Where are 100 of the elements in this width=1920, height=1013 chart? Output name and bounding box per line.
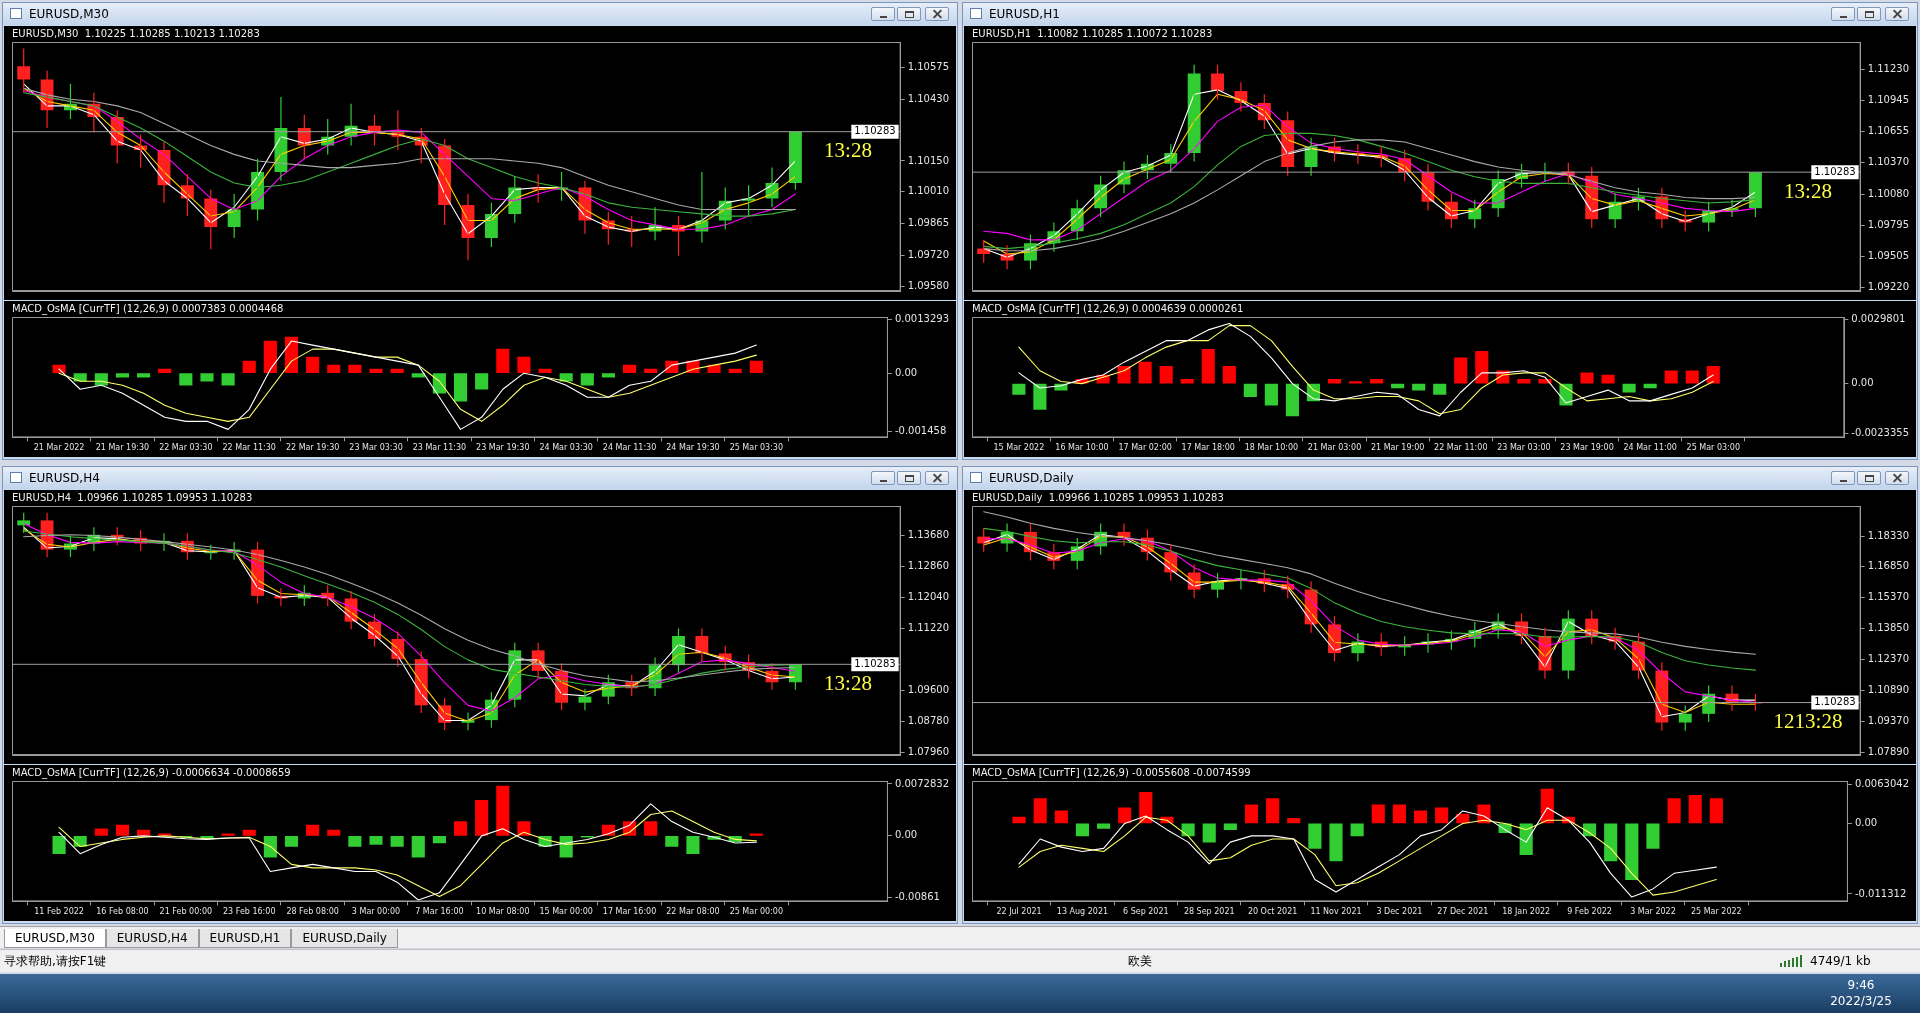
text: 寻求帮助,请按F1键 — [4, 953, 107, 970]
y-tick-label: 1.07890 — [1867, 745, 1910, 757]
chart-subtitle: EURUSD,H4 1.09966 1.10285 1.09953 1.10283 — [12, 492, 253, 503]
x-tick-label: 22 Mar 11:30 — [222, 443, 276, 453]
x-tick-label: 9 Feb 2022 — [1567, 907, 1612, 917]
x-tick-label: 23 Mar 19:30 — [476, 443, 530, 453]
y-tick-label: 1.10655 — [1867, 125, 1910, 137]
x-tick-label: 15 Mar 00:00 — [539, 907, 593, 917]
x-tick-label: 24 Mar 03:30 — [539, 443, 593, 453]
text: EURUSD,H1 — [198, 929, 292, 948]
y-tick-label: 1.09370 — [1867, 715, 1910, 727]
chart-subtitle: EURUSD,M30 1.10225 1.10285 1.10213 1.10283 — [12, 28, 260, 39]
y-tick-label: 1.08780 — [907, 714, 950, 726]
x-tick-label: 23 Mar 19:00 — [1560, 443, 1614, 453]
text: EURUSD,M30 — [4, 929, 106, 948]
x-tick-label: 11 Feb 2022 — [34, 907, 84, 917]
x-tick-label: 10 Mar 08:00 — [476, 907, 530, 917]
x-tick-label: 16 Mar 10:00 — [1055, 443, 1109, 453]
y-tick-label: 1.15370 — [1867, 590, 1910, 602]
chart-title: MACD_OsMA [CurrTF] (12,26,9) -0.0055608 -0.0074599 — [972, 767, 1251, 778]
y-tick-label: 1.09505 — [1867, 250, 1910, 262]
chart-title: MACD_OsMA [CurrTF] (12,26,9) 0.0004639 0.0000261 — [972, 303, 1244, 314]
y-tick-label: -0.011312 — [1854, 887, 1907, 899]
x-tick-label: 21 Mar 19:30 — [95, 443, 150, 453]
y-tick-label: 1.10150 — [907, 154, 950, 166]
y-tick-label: 1.10945 — [1867, 93, 1910, 105]
ref-line-label: 1.10283 — [854, 125, 896, 137]
chart-title: EURUSD,H4 — [29, 471, 100, 485]
text: EURUSD,H4 — [105, 929, 199, 948]
y-tick-label: 1.09720 — [907, 249, 950, 261]
y-tick-label: 0.00 — [894, 366, 918, 378]
y-tick-label: 0.0072832 — [894, 777, 949, 789]
x-tick-label: 22 Jul 2021 — [996, 907, 1042, 917]
y-tick-label: 1.11220 — [907, 622, 950, 634]
text: 9:46 — [1846, 977, 1876, 993]
chart-title: EURUSD,M30 — [29, 7, 109, 21]
x-tick-label: 22 Mar 03:30 — [159, 443, 213, 453]
y-tick-label: 1.10080 — [1867, 187, 1910, 199]
x-tick-label: 21 Mar 03:00 — [1307, 443, 1362, 453]
y-tick-label: 1.13850 — [1867, 622, 1910, 634]
x-tick-label: 28 Feb 08:00 — [286, 907, 339, 917]
x-tick-label: 17 Mar 16:00 — [602, 907, 657, 917]
y-tick-label: 0.00 — [894, 829, 918, 841]
y-tick-label: -0.00861 — [894, 890, 940, 902]
x-tick-label: 17 Mar 18:00 — [1181, 443, 1235, 453]
x-tick-label: 24 Mar 11:00 — [1623, 443, 1677, 453]
chart-title: EURUSD,H1 — [989, 7, 1060, 21]
x-tick-label: 23 Mar 03:30 — [349, 443, 403, 453]
x-tick-label: 27 Dec 2021 — [1437, 907, 1489, 917]
x-tick-label: 25 Mar 03:00 — [1686, 443, 1740, 453]
x-tick-label: 23 Feb 16:00 — [222, 907, 276, 917]
y-tick-label: 1.09795 — [1867, 218, 1910, 230]
text: 13:28 — [824, 670, 872, 695]
x-tick-label: 13 Aug 2021 — [1056, 907, 1109, 917]
y-tick-label: 1.10430 — [907, 92, 950, 104]
y-tick-label: 1.09600 — [907, 683, 950, 695]
x-tick-label: 3 Mar 2022 — [1630, 907, 1676, 917]
y-tick-label: 1.18330 — [1867, 529, 1910, 541]
y-tick-label: 1.10890 — [1867, 683, 1910, 695]
y-tick-label: 0.00 — [1851, 377, 1874, 389]
x-tick-label: 7 Mar 16:00 — [415, 907, 464, 917]
y-tick-label: -0.0023355 — [1851, 427, 1909, 439]
x-tick-label: 22 Mar 19:30 — [285, 443, 340, 453]
y-tick-label: 0.00 — [1854, 817, 1878, 829]
chart-title: MACD_OsMA [CurrTF] (12,26,9) -0.0006634 -0.0008659 — [12, 767, 291, 778]
text: 1213:28 — [1773, 709, 1843, 734]
x-tick-label: 18 Mar 10:00 — [1244, 443, 1299, 453]
text: 4749/1 kb — [1810, 953, 1871, 970]
x-tick-label: 24 Mar 19:30 — [666, 443, 720, 453]
y-tick-label: 1.16850 — [1867, 560, 1910, 572]
y-tick-label: 1.11230 — [1867, 62, 1910, 74]
y-tick-label: 1.12040 — [907, 591, 950, 603]
text: 13:28 — [1784, 178, 1832, 203]
y-tick-label: 1.10370 — [1867, 156, 1910, 168]
text: EURUSD,Daily — [291, 929, 398, 948]
y-tick-label: -0.001458 — [894, 425, 947, 437]
x-tick-label: 17 Mar 02:00 — [1118, 443, 1172, 453]
x-tick-label: 24 Mar 11:30 — [602, 443, 657, 453]
x-tick-label: 22 Mar 11:00 — [1434, 443, 1488, 453]
x-tick-label: 6 Sep 2021 — [1123, 907, 1169, 917]
x-tick-label: 21 Mar 2022 — [33, 443, 85, 453]
chart-title: EURUSD,Daily — [989, 471, 1074, 485]
y-tick-label: 1.12370 — [1867, 652, 1910, 664]
x-tick-label: 25 Mar 2022 — [1690, 907, 1742, 917]
y-tick-label: 1.09220 — [1867, 281, 1910, 293]
ref-line-label: 1.10283 — [1814, 696, 1856, 708]
chart-subtitle: EURUSD,Daily 1.09966 1.10285 1.09953 1.10283 — [972, 492, 1224, 503]
x-tick-label: 25 Mar 00:00 — [729, 907, 784, 917]
y-tick-label: 1.07960 — [907, 745, 950, 757]
x-tick-label: 21 Mar 19:00 — [1370, 443, 1425, 453]
chart-title: MACD_OsMA [CurrTF] (12,26,9) 0.0007383 0.0004468 — [12, 303, 284, 314]
y-tick-label: 0.0063042 — [1854, 777, 1909, 789]
y-tick-label: 1.09865 — [907, 217, 950, 229]
y-tick-label: 1.09580 — [907, 280, 950, 292]
text: 13:28 — [824, 138, 872, 163]
y-tick-label: 0.0013293 — [894, 313, 949, 325]
y-tick-label: 1.10010 — [907, 185, 950, 197]
x-tick-label: 16 Feb 08:00 — [96, 907, 149, 917]
ref-line-label: 1.10283 — [1814, 165, 1856, 177]
x-tick-label: 18 Jan 2022 — [1502, 907, 1551, 917]
